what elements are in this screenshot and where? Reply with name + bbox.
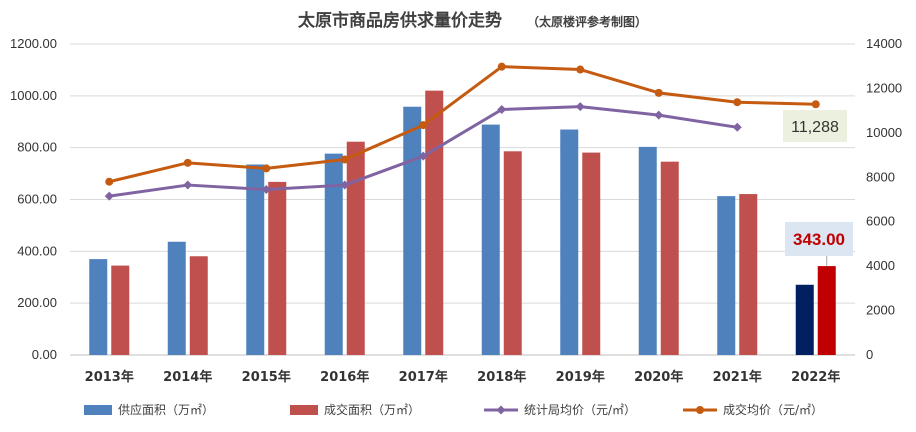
x-tick-label: 2020年	[634, 369, 683, 385]
x-tick-label: 2013年	[85, 369, 134, 385]
bar-deal	[268, 181, 287, 355]
callouts: 11,288 343.00	[783, 110, 853, 267]
deal-price-point	[183, 158, 192, 167]
bar-supply	[560, 129, 579, 355]
deal-price-point	[576, 65, 585, 74]
right-tick-label: 10000	[866, 125, 902, 140]
left-tick-label: 400.00	[17, 243, 57, 258]
bar-supply	[481, 124, 500, 355]
stat-price-point	[654, 110, 664, 120]
x-tick-label: 2014年	[163, 369, 212, 385]
stat-price-point	[104, 191, 114, 201]
bar-supply	[324, 153, 343, 355]
gridlines	[70, 43, 855, 356]
x-tick-label: 2022年	[791, 369, 840, 385]
bar-supply	[89, 259, 108, 355]
lines	[104, 62, 820, 201]
right-axis-ticks: 0 2000 4000 6000 8000 10000 12000 14000	[866, 36, 902, 362]
stat-price-point	[732, 122, 742, 132]
bar-supply	[717, 196, 736, 355]
legend-swatch	[84, 405, 112, 415]
deal-price-point	[811, 100, 820, 109]
legend-label: 成交面积（万㎡）	[324, 402, 420, 417]
right-tick-label: 2000	[866, 303, 895, 318]
right-tick-label: 14000	[866, 36, 902, 51]
chart-subtitle: （太原楼评参考制图）	[527, 14, 647, 29]
stat-price-point	[418, 151, 428, 161]
stat-price-point	[183, 180, 193, 190]
left-tick-label: 200.00	[17, 295, 57, 310]
deal-price-point	[733, 98, 742, 107]
deal-price-point	[340, 155, 349, 164]
bar-deal	[189, 256, 208, 355]
deal-price-point	[105, 177, 114, 186]
left-tick-label: 800.00	[17, 140, 57, 155]
legend-swatch-marker	[496, 405, 506, 415]
bar-deal	[660, 161, 679, 355]
area-callout-box	[785, 222, 853, 256]
price-callout-label: 11,288	[791, 119, 839, 136]
stat-price-point	[497, 105, 507, 115]
x-axis-ticks: 2013年 2014年 2015年 2016年 2017年 2018年 2019年 2020年…	[85, 369, 841, 385]
bar-deal	[739, 194, 758, 355]
x-tick-label: 2015年	[242, 369, 291, 385]
bar-supply	[638, 146, 657, 355]
bar-supply	[167, 241, 186, 355]
x-tick-label: 2021年	[713, 369, 762, 385]
right-tick-label: 12000	[866, 80, 902, 95]
right-tick-label: 6000	[866, 214, 895, 229]
left-tick-label: 1000.00	[10, 88, 57, 103]
bar-deal	[582, 152, 601, 355]
x-tick-label: 2018年	[477, 369, 526, 385]
left-tick-label: 1200.00	[10, 36, 57, 51]
stat-price-point	[261, 185, 271, 195]
chart-title: 太原市商品房供求量价走势	[298, 10, 502, 31]
left-axis-ticks: 0.00 200.00 400.00 600.00 800.00 1000.00 1200.…	[10, 36, 57, 362]
legend-swatch-marker	[696, 406, 704, 414]
left-tick-label: 600.00	[17, 192, 57, 207]
price-callout-box	[783, 110, 847, 142]
area-callout-label: 343.00	[793, 230, 845, 249]
legend: 供应面积（万㎡） 成交面积（万㎡） 统计局均价（元/㎡） 成交均价（元/㎡）	[84, 402, 823, 417]
deal-price-point	[497, 62, 506, 71]
deal-price-point	[419, 121, 428, 130]
right-tick-label: 0	[866, 347, 873, 362]
x-tick-label: 2016年	[320, 369, 369, 385]
deal-price-point	[654, 88, 663, 97]
x-tick-label: 2017年	[399, 369, 448, 385]
bar-deal	[346, 141, 365, 355]
bar-supply	[246, 164, 265, 355]
deal-price-point	[262, 164, 271, 173]
legend-label: 统计局均价（元/㎡）	[524, 403, 636, 417]
legend-swatch	[290, 405, 318, 415]
bar-deal	[425, 90, 444, 356]
bar-deal	[111, 265, 130, 355]
stat-price-point	[575, 102, 585, 112]
left-tick-label: 0.00	[32, 347, 57, 362]
bar-deal	[817, 266, 836, 355]
right-tick-label: 8000	[866, 169, 895, 184]
bar-deal	[503, 151, 522, 355]
bar-supply	[795, 284, 814, 355]
x-tick-label: 2019年	[556, 369, 605, 385]
legend-label: 成交均价（元/㎡）	[723, 402, 823, 417]
stat-price-point	[340, 180, 350, 190]
bars	[89, 90, 836, 356]
right-tick-label: 4000	[866, 258, 895, 273]
deal-price-line	[108, 65, 816, 184]
bar-supply	[403, 106, 422, 356]
legend-label: 供应面积（万㎡）	[118, 402, 214, 417]
